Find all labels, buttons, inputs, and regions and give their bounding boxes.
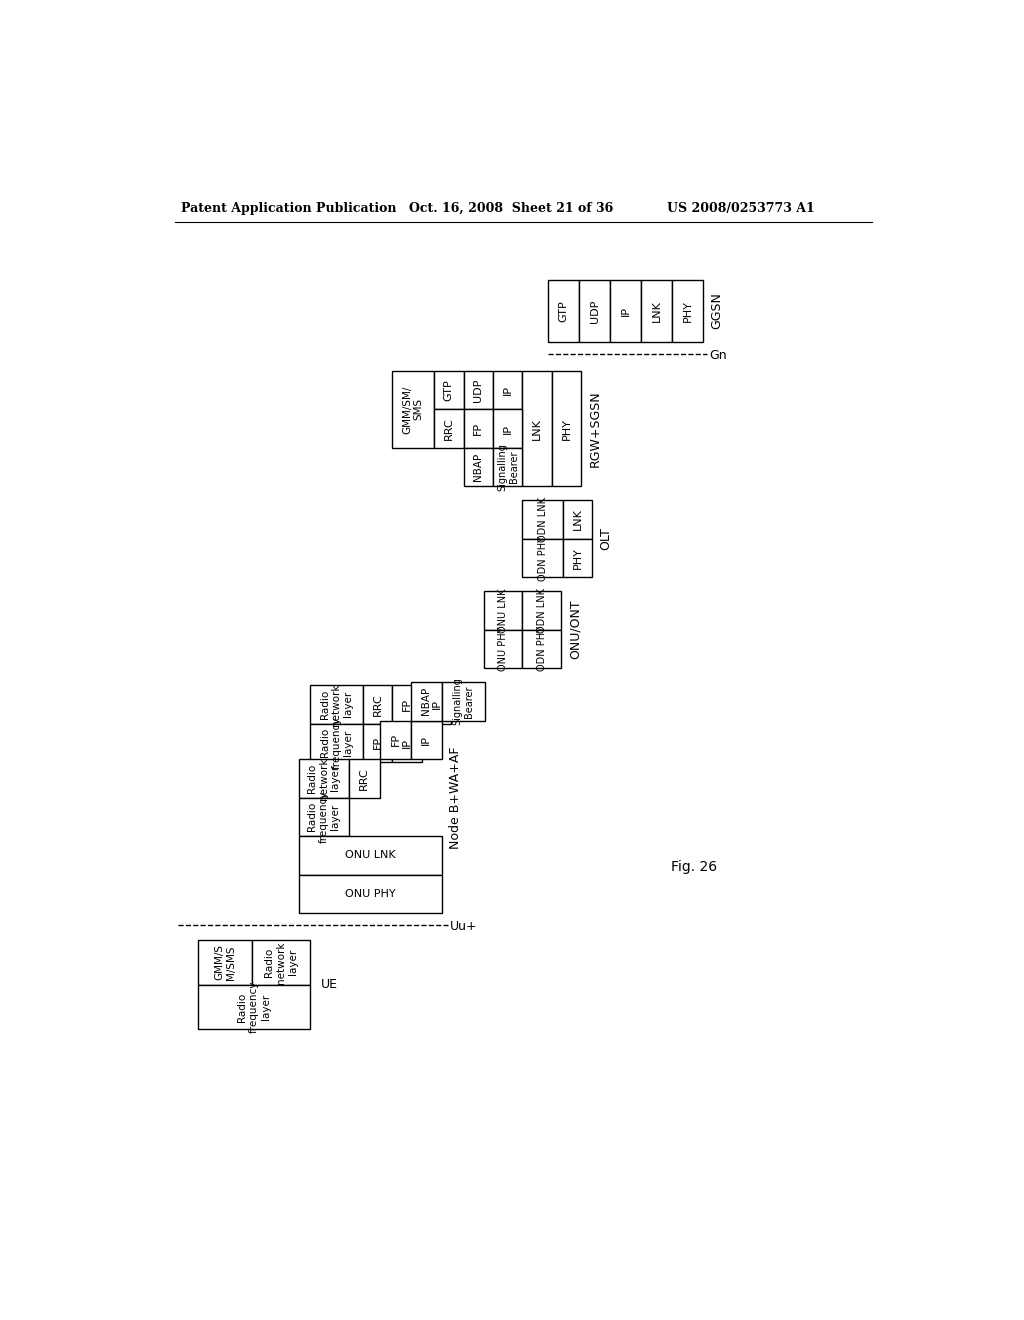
- Text: FP: FP: [373, 737, 383, 750]
- Text: IP: IP: [503, 424, 513, 434]
- Text: ONU/ONT: ONU/ONT: [568, 599, 582, 660]
- Text: NBAP: NBAP: [421, 688, 431, 715]
- Bar: [252, 940, 310, 985]
- Bar: [299, 759, 349, 797]
- Bar: [641, 280, 672, 342]
- Text: UDP: UDP: [590, 300, 599, 322]
- Bar: [522, 371, 552, 487]
- Bar: [563, 500, 592, 539]
- Text: IP: IP: [431, 700, 441, 709]
- Text: Radio
network
layer: Radio network layer: [307, 756, 340, 800]
- Text: Signalling
Bearer: Signalling Bearer: [453, 677, 474, 725]
- Text: FP: FP: [473, 422, 483, 436]
- Text: FP: FP: [390, 733, 400, 746]
- Text: Node B+WA+AF: Node B+WA+AF: [450, 746, 462, 849]
- Bar: [434, 371, 464, 409]
- Bar: [552, 371, 582, 487]
- Text: UDP: UDP: [473, 379, 483, 401]
- Text: Uu+: Uu+: [450, 920, 477, 933]
- Bar: [349, 759, 380, 797]
- Bar: [392, 685, 422, 723]
- Bar: [362, 723, 392, 762]
- Bar: [464, 371, 493, 409]
- Bar: [483, 630, 522, 668]
- Bar: [434, 409, 464, 447]
- Bar: [198, 985, 310, 1030]
- Text: LNK: LNK: [532, 417, 542, 440]
- Text: GMM/SM/
SMS: GMM/SM/ SMS: [402, 385, 424, 433]
- Text: ONU PHY: ONU PHY: [498, 627, 508, 671]
- Text: PHY: PHY: [572, 546, 583, 569]
- Text: Gn: Gn: [710, 348, 727, 362]
- Bar: [422, 685, 452, 723]
- Bar: [493, 371, 522, 409]
- Text: UE: UE: [321, 978, 338, 991]
- Text: LNK: LNK: [572, 508, 583, 531]
- Text: ONU PHY: ONU PHY: [345, 888, 395, 899]
- Text: PHY: PHY: [683, 300, 692, 322]
- Bar: [672, 280, 703, 342]
- Text: Oct. 16, 2008  Sheet 21 of 36: Oct. 16, 2008 Sheet 21 of 36: [409, 202, 612, 215]
- Text: OLT: OLT: [600, 528, 612, 550]
- Text: GTP: GTP: [443, 379, 454, 401]
- Text: Radio
frequency
layer: Radio frequency layer: [307, 791, 340, 843]
- Bar: [442, 682, 484, 721]
- Bar: [563, 539, 592, 577]
- Text: Patent Application Publication: Patent Application Publication: [180, 202, 396, 215]
- Text: RRC: RRC: [359, 767, 370, 789]
- Text: GMM/S
M/SMS: GMM/S M/SMS: [214, 944, 236, 981]
- Text: RRC: RRC: [443, 417, 454, 440]
- Bar: [464, 447, 493, 487]
- Text: RRC: RRC: [373, 693, 383, 715]
- Bar: [310, 723, 362, 762]
- Bar: [299, 836, 442, 874]
- Text: Radio
network
layer: Radio network layer: [319, 682, 353, 726]
- Bar: [362, 685, 392, 723]
- Text: NBAP: NBAP: [473, 453, 483, 482]
- Text: ODN LNK: ODN LNK: [537, 587, 547, 632]
- Text: Signalling
Bearer: Signalling Bearer: [497, 444, 518, 491]
- Text: PHY: PHY: [561, 417, 571, 440]
- Text: IP: IP: [421, 735, 431, 744]
- Text: LNK: LNK: [651, 300, 662, 322]
- Bar: [493, 447, 522, 487]
- Bar: [198, 940, 252, 985]
- Text: ODN LNK: ODN LNK: [538, 498, 548, 543]
- Text: FP: FP: [402, 698, 412, 711]
- Text: US 2008/0253773 A1: US 2008/0253773 A1: [667, 202, 814, 215]
- Text: ONU LNK: ONU LNK: [498, 589, 508, 632]
- Bar: [392, 723, 422, 762]
- Text: GGSN: GGSN: [711, 293, 724, 329]
- Bar: [391, 371, 434, 447]
- Bar: [299, 874, 442, 913]
- Text: Radio
network
layer: Radio network layer: [264, 941, 298, 983]
- Bar: [522, 539, 563, 577]
- Bar: [548, 280, 579, 342]
- Text: Radio
frequency
layer: Radio frequency layer: [238, 981, 270, 1034]
- Text: IP: IP: [621, 306, 631, 315]
- Bar: [522, 500, 563, 539]
- Bar: [522, 630, 561, 668]
- Bar: [411, 721, 442, 759]
- Text: Radio
frequency
layer: Radio frequency layer: [319, 717, 353, 770]
- Bar: [522, 591, 561, 630]
- Text: ONU LNK: ONU LNK: [345, 850, 395, 861]
- Text: RGW+SGSN: RGW+SGSN: [589, 391, 602, 467]
- Text: Fig. 26: Fig. 26: [671, 859, 717, 874]
- Bar: [579, 280, 610, 342]
- Text: ODN PHY: ODN PHY: [538, 536, 548, 581]
- Bar: [380, 721, 411, 759]
- Bar: [483, 591, 522, 630]
- Bar: [411, 682, 442, 721]
- Bar: [464, 409, 493, 447]
- Bar: [310, 685, 362, 723]
- Text: IP: IP: [503, 385, 513, 395]
- Text: GTP: GTP: [558, 300, 568, 322]
- Bar: [299, 797, 349, 836]
- Bar: [493, 409, 522, 447]
- Text: IP: IP: [402, 738, 412, 748]
- Bar: [610, 280, 641, 342]
- Text: ODN PHY: ODN PHY: [537, 627, 547, 672]
